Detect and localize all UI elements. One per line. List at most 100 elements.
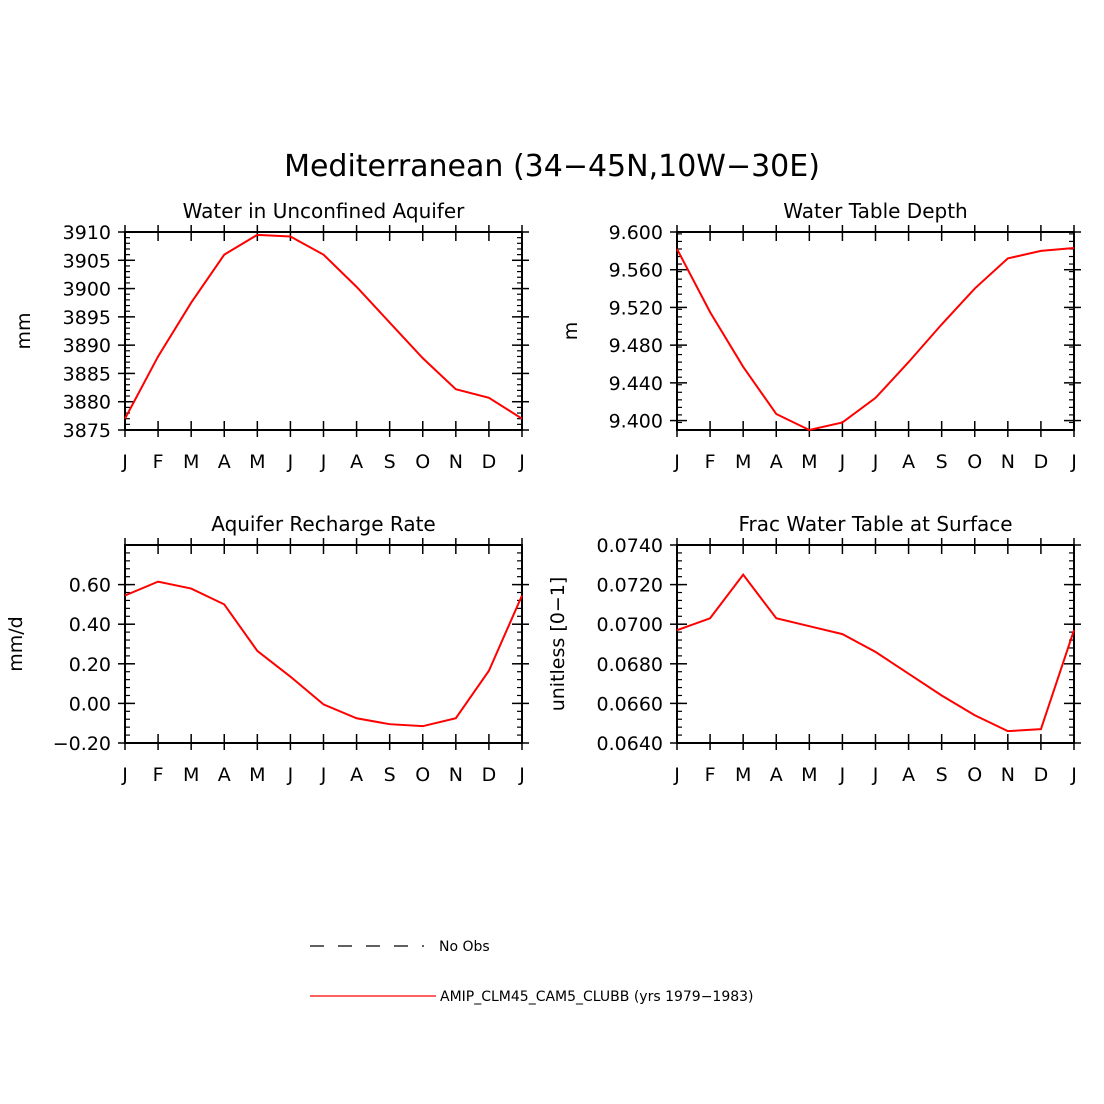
x-tick-label: A bbox=[218, 451, 231, 473]
y-tick-label: 0.0660 bbox=[597, 693, 663, 715]
legend-label: No Obs bbox=[439, 939, 490, 955]
series-line bbox=[124, 233, 523, 420]
y-tick-label: 0.00 bbox=[69, 693, 111, 715]
plot-frame bbox=[676, 544, 1075, 744]
y-tick-label: 9.480 bbox=[609, 335, 663, 357]
figure-title: Mediterranean (34−45N,10W−30E) bbox=[284, 149, 820, 184]
series-line bbox=[676, 573, 1075, 733]
legend: No Obs AMIP_CLM45_CAM5_CLUBB (yrs 1979−19… bbox=[310, 939, 754, 1005]
x-tick-label: N bbox=[449, 451, 463, 473]
x-tick-label: J bbox=[121, 451, 128, 473]
x-tick-label: J bbox=[872, 764, 879, 786]
y-tick-label: 9.600 bbox=[609, 222, 663, 244]
x-tick-label: A bbox=[350, 764, 363, 786]
x-tick-label: D bbox=[482, 764, 497, 786]
y-tick-label: 0.0640 bbox=[597, 733, 663, 755]
x-tick-label: O bbox=[967, 764, 982, 786]
panel-title: Water Table Depth bbox=[783, 199, 967, 223]
y-tick-label: 0.0740 bbox=[597, 535, 663, 557]
x-tick-label: J bbox=[518, 451, 525, 473]
x-tick-label: J bbox=[673, 764, 680, 786]
x-tick-label: A bbox=[770, 451, 783, 473]
x-tick-label: F bbox=[153, 451, 164, 473]
x-tick-label: M bbox=[183, 764, 199, 786]
plot-frame bbox=[124, 544, 523, 744]
x-tick-label: A bbox=[770, 764, 783, 786]
x-tick-label: F bbox=[705, 451, 716, 473]
x-tick-label: J bbox=[320, 764, 327, 786]
legend-entry: No Obs bbox=[310, 939, 490, 955]
panel-title: Aquifer Recharge Rate bbox=[211, 512, 436, 536]
y-tick-label: 3880 bbox=[63, 392, 111, 414]
x-tick-label: A bbox=[350, 451, 363, 473]
series-line bbox=[124, 580, 523, 728]
y-tick-label: 3895 bbox=[63, 307, 111, 329]
x-tick-label: J bbox=[1070, 451, 1077, 473]
x-tick-label: M bbox=[801, 451, 817, 473]
y-tick-label: 9.520 bbox=[609, 297, 663, 319]
y-axis-label: unitless [0−1] bbox=[547, 577, 569, 712]
y-tick-label: 0.60 bbox=[69, 575, 111, 597]
x-tick-label: D bbox=[482, 451, 497, 473]
x-tick-label: F bbox=[153, 764, 164, 786]
x-tick-label: M bbox=[801, 764, 817, 786]
x-tick-label: S bbox=[936, 764, 948, 786]
y-axis-label: mm bbox=[13, 312, 35, 349]
x-tick-label: J bbox=[320, 451, 327, 473]
y-tick-label: 0.20 bbox=[69, 654, 111, 676]
y-tick-label: 0.0720 bbox=[597, 575, 663, 597]
panel-title: Frac Water Table at Surface bbox=[738, 512, 1012, 536]
y-tick-label: −0.20 bbox=[53, 733, 111, 755]
x-tick-label: O bbox=[415, 451, 430, 473]
x-tick-label: J bbox=[839, 764, 846, 786]
x-tick-label: J bbox=[287, 764, 294, 786]
panel-2: J F M A M J J A S O N D J9.4009.4409.4809.5209.5609.… bbox=[560, 199, 1081, 473]
x-tick-label: S bbox=[384, 764, 396, 786]
x-tick-label: M bbox=[249, 764, 265, 786]
x-tick-label: M bbox=[183, 451, 199, 473]
panel-1: J F M A M J J A S O N D J387538803885389038953900390… bbox=[13, 199, 529, 473]
x-tick-label: S bbox=[936, 451, 948, 473]
x-tick-label: A bbox=[902, 451, 915, 473]
panel-4: J F M A M J J A S O N D J0.06400.06600.06800.07000.0… bbox=[547, 512, 1081, 786]
x-tick-label: M bbox=[249, 451, 265, 473]
series-line bbox=[676, 247, 1075, 432]
x-tick-label: M bbox=[735, 451, 751, 473]
x-tick-label: N bbox=[1001, 451, 1015, 473]
y-tick-label: 9.560 bbox=[609, 260, 663, 282]
x-tick-label: D bbox=[1034, 764, 1049, 786]
y-axis-label: mm/d bbox=[5, 616, 27, 671]
x-tick-label: A bbox=[218, 764, 231, 786]
x-tick-label: J bbox=[287, 451, 294, 473]
y-tick-label: 3890 bbox=[63, 335, 111, 357]
x-tick-label: N bbox=[1001, 764, 1015, 786]
x-tick-label: J bbox=[872, 451, 879, 473]
y-axis-label: m bbox=[560, 322, 582, 341]
panel-title: Water in Unconfined Aquifer bbox=[183, 199, 466, 223]
y-tick-label: 0.0680 bbox=[597, 654, 663, 676]
x-tick-label: S bbox=[384, 451, 396, 473]
y-tick-label: 3910 bbox=[63, 222, 111, 244]
legend-entry: AMIP_CLM45_CAM5_CLUBB (yrs 1979−1983) bbox=[310, 989, 754, 1005]
x-tick-label: A bbox=[902, 764, 915, 786]
x-tick-label: J bbox=[518, 764, 525, 786]
x-tick-label: J bbox=[673, 451, 680, 473]
x-tick-label: J bbox=[1070, 764, 1077, 786]
x-tick-label: J bbox=[121, 764, 128, 786]
y-tick-label: 0.0700 bbox=[597, 614, 663, 636]
panels: J F M A M J J A S O N D J387538803885389038953900390… bbox=[5, 199, 1081, 786]
x-tick-label: N bbox=[449, 764, 463, 786]
y-tick-label: 3875 bbox=[63, 420, 111, 442]
y-tick-label: 3900 bbox=[63, 279, 111, 301]
x-tick-label: D bbox=[1034, 451, 1049, 473]
y-tick-label: 9.400 bbox=[609, 411, 663, 433]
plot-frame bbox=[676, 231, 1075, 431]
y-tick-label: 9.440 bbox=[609, 373, 663, 395]
y-tick-label: 0.40 bbox=[69, 614, 111, 636]
y-tick-label: 3885 bbox=[63, 363, 111, 385]
x-tick-label: O bbox=[967, 451, 982, 473]
x-tick-label: J bbox=[839, 451, 846, 473]
x-tick-label: F bbox=[705, 764, 716, 786]
x-tick-label: M bbox=[735, 764, 751, 786]
